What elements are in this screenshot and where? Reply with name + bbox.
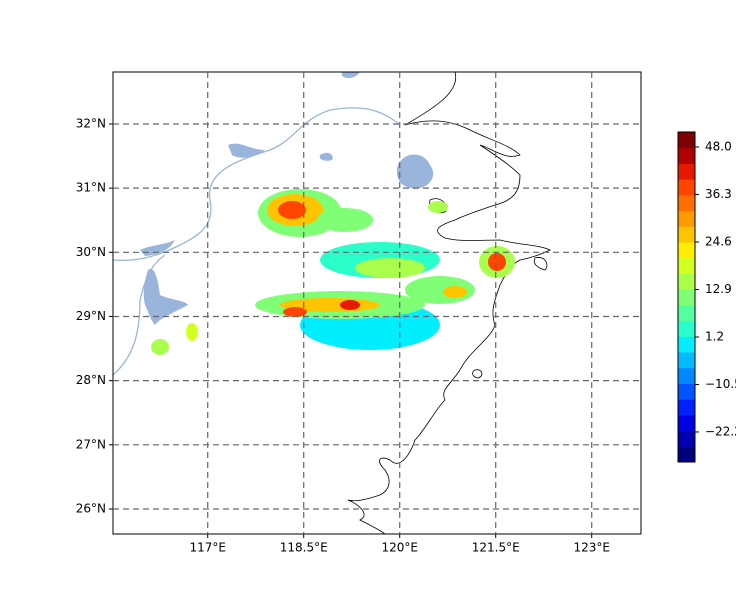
echo <box>340 300 360 310</box>
colorbar-label: 12.9 <box>705 282 732 296</box>
colorbar-band <box>678 242 695 259</box>
colorbar-label: −10.5 <box>705 377 736 391</box>
island <box>533 257 548 271</box>
echo <box>317 208 373 232</box>
x-tick-label: 120°E <box>381 541 418 555</box>
x-tick-label: 123°E <box>573 541 610 555</box>
colorbar-band <box>678 163 695 180</box>
lake <box>228 143 265 158</box>
colorbar-band <box>678 289 695 306</box>
river <box>113 107 401 261</box>
map-layer <box>113 72 551 534</box>
colorbar-label: 1.2 <box>705 329 724 343</box>
colorbar-label: −22.2 <box>705 424 736 438</box>
echo <box>186 323 198 341</box>
colorbar-label: 48.0 <box>705 140 732 154</box>
lake <box>319 152 333 161</box>
echo <box>488 253 506 271</box>
colorbar-label: 36.3 <box>705 187 732 201</box>
colorbar-label: 24.6 <box>705 235 732 249</box>
colorbar-band <box>678 132 695 149</box>
colorbar-band <box>678 399 695 416</box>
colorbar-band <box>678 304 695 322</box>
y-tick-label: 29°N <box>76 309 106 323</box>
echo <box>278 201 306 219</box>
colorbar-band <box>678 273 695 290</box>
colorbar-band <box>678 320 695 337</box>
colorbar-band <box>678 226 695 243</box>
colorbar-band <box>678 367 695 384</box>
colorbar-frame <box>677 131 696 463</box>
echo <box>283 307 307 317</box>
colorbar-band <box>678 210 695 227</box>
lake <box>342 72 360 79</box>
colorbar-band <box>678 352 695 369</box>
x-tick-label: 121.5°E <box>472 541 520 555</box>
y-tick-label: 27°N <box>76 437 106 451</box>
colorbar-band <box>678 414 695 432</box>
colorbar-band <box>678 383 695 400</box>
y-tick-label: 32°N <box>76 116 106 130</box>
y-tick-label: 30°N <box>76 245 106 259</box>
y-tick-label: 31°N <box>76 181 106 195</box>
x-tick-label: 117°E <box>189 541 226 555</box>
colorbar-band <box>678 194 695 212</box>
colorbar-band <box>678 336 695 353</box>
x-tick-label: 118.5°E <box>280 541 328 555</box>
island <box>472 369 483 379</box>
river <box>113 254 166 376</box>
echo <box>355 258 425 278</box>
colorbar-band <box>678 446 695 463</box>
y-tick-label: 26°N <box>76 501 106 515</box>
echo <box>428 201 448 213</box>
lake <box>396 154 434 189</box>
coastline <box>347 72 551 534</box>
map-frame <box>112 71 642 535</box>
echo <box>443 286 467 298</box>
y-tick-label: 28°N <box>76 373 106 387</box>
colorbar-band <box>678 430 695 447</box>
echo <box>151 339 169 355</box>
colorbar-band <box>678 147 695 164</box>
radar-echoes <box>151 189 515 355</box>
lake <box>143 269 188 325</box>
colorbar-band <box>678 179 695 196</box>
lake <box>140 240 175 256</box>
colorbar-band <box>678 257 695 274</box>
